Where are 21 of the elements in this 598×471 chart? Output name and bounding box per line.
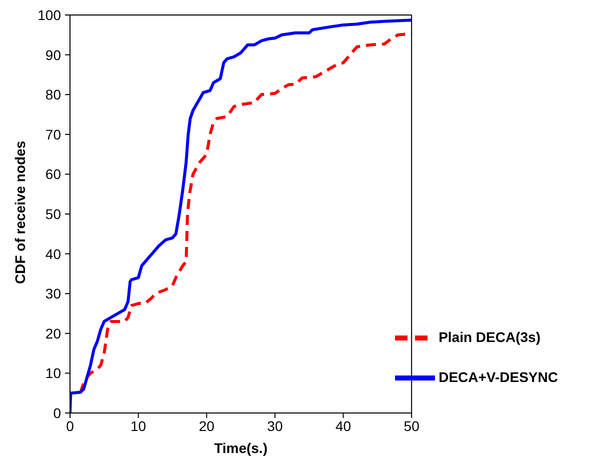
y-tick-label: 40 [45,246,62,262]
x-tick-label: 40 [335,418,352,434]
y-tick-label: 100 [38,6,62,23]
y-tick-label: 80 [45,86,62,103]
x-tick-label: 30 [267,418,283,434]
y-tick-label: 70 [45,126,62,142]
y-tick-label: 60 [45,166,62,182]
x-tick-label: 50 [404,418,420,434]
y-tick-label: 50 [45,206,62,222]
x-tick-label: 0 [66,418,74,434]
x-tick-label: 20 [198,418,215,434]
legend-label: DECA+V-DESYNC [438,369,558,386]
y-tick-label: 90 [45,46,62,63]
x-tick-label: 10 [130,418,146,434]
x-axis-title: Time(s.) [214,440,268,456]
y-axis-title: CDF of receive nodes [12,140,28,284]
legend-label: Plain DECA(3s) [438,329,540,346]
y-tick-label: 0 [53,404,62,421]
y-tick-label: 30 [45,286,62,302]
y-tick-label: 20 [45,325,62,342]
y-tick-label: 10 [45,365,62,382]
